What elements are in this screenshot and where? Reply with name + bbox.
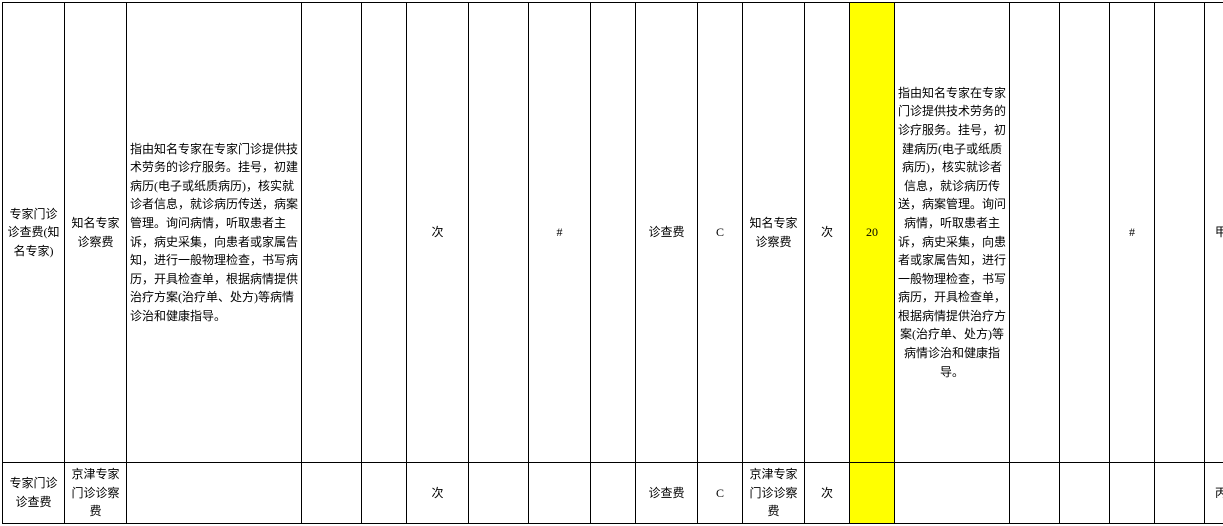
cell: 次 — [407, 3, 469, 463]
cell: 诊查费 — [636, 3, 698, 463]
cell — [469, 3, 529, 463]
cell: 专家门诊诊查费 — [3, 463, 65, 524]
cell — [362, 463, 407, 524]
cell: 京津专家门诊诊察费 — [65, 463, 127, 524]
cell: 次 — [805, 3, 850, 463]
data-table: 专家门诊诊查费(知名专家) 知名专家诊察费 指由知名专家在专家门诊提供技术劳务的… — [2, 2, 1223, 524]
cell — [1010, 463, 1060, 524]
cell: 诊查费 — [636, 463, 698, 524]
cell — [591, 463, 636, 524]
cell — [1060, 463, 1110, 524]
cell: # — [1110, 3, 1155, 463]
cell — [1155, 3, 1205, 463]
cell — [1010, 3, 1060, 463]
cell-highlight — [850, 463, 895, 524]
table-row: 专家门诊诊查费(知名专家) 知名专家诊察费 指由知名专家在专家门诊提供技术劳务的… — [3, 3, 1223, 463]
table-row: 专家门诊诊查费 京津专家门诊诊察费 次 诊查费 C 京津专家门诊诊察费 次 丙类 — [3, 463, 1223, 524]
cell — [302, 463, 362, 524]
cell — [302, 3, 362, 463]
table-container: 专家门诊诊查费(知名专家) 知名专家诊察费 指由知名专家在专家门诊提供技术劳务的… — [0, 0, 1223, 526]
cell — [591, 3, 636, 463]
cell: 京津专家门诊诊察费 — [743, 463, 805, 524]
cell-highlight: 20 — [850, 3, 895, 463]
cell: 甲类 — [1205, 3, 1223, 463]
cell — [895, 463, 1010, 524]
cell: 次 — [407, 463, 469, 524]
cell: 指由知名专家在专家门诊提供技术劳务的诊疗服务。挂号，初建病历(电子或纸质病历)，… — [895, 3, 1010, 463]
cell — [1110, 463, 1155, 524]
cell: 次 — [805, 463, 850, 524]
cell — [469, 463, 529, 524]
cell — [529, 463, 591, 524]
cell — [127, 463, 302, 524]
cell: C — [698, 3, 743, 463]
cell: 知名专家诊察费 — [65, 3, 127, 463]
cell: 丙类 — [1205, 463, 1223, 524]
cell — [362, 3, 407, 463]
cell: 专家门诊诊查费(知名专家) — [3, 3, 65, 463]
cell: C — [698, 463, 743, 524]
cell: 指由知名专家在专家门诊提供技术劳务的诊疗服务。挂号，初建病历(电子或纸质病历)，… — [127, 3, 302, 463]
cell: # — [529, 3, 591, 463]
cell — [1060, 3, 1110, 463]
cell: 知名专家诊察费 — [743, 3, 805, 463]
cell — [1155, 463, 1205, 524]
